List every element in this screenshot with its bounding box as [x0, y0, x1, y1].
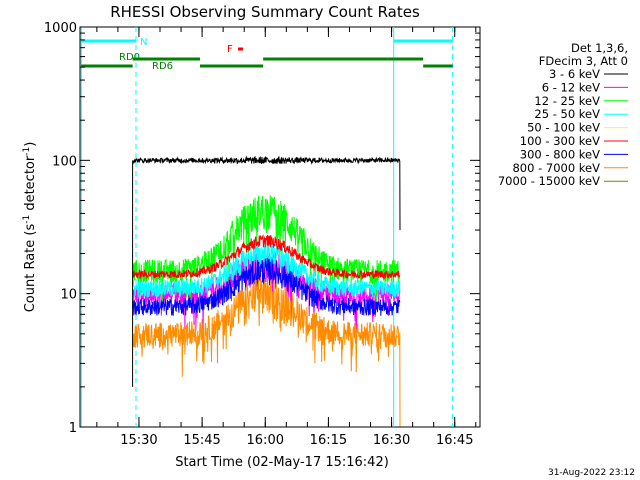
chart-title: RHESSI Observing Summary Count Rates [110, 3, 420, 21]
x-tick-label: 16:30 [373, 433, 410, 448]
legend-entry-label: 6 - 12 keV [542, 80, 600, 94]
series-line [132, 155, 401, 387]
x-axis-ticks: 15:30 15:45 16:00 16:15 16:30 16:45 [96, 27, 477, 448]
y-axis-label: Count Rate (s-1 detector-1) [22, 142, 38, 313]
y-axis-label-part: Count Rate (s [23, 224, 38, 313]
x-axis-label: Start Time (02-May-17 15:16:42) [175, 455, 389, 470]
legend-entry-label: 800 - 7000 keV [512, 161, 600, 175]
legend-entry-label: 300 - 800 keV [520, 147, 600, 161]
series-line [132, 258, 401, 316]
legend-header: Det 1,3,6, [571, 41, 628, 55]
y-tick-label: 1000 [44, 21, 77, 36]
footer-date: 31-Aug-2022 23:12 [548, 468, 635, 478]
x-tick-label: 16:00 [247, 433, 284, 448]
series-layer [132, 155, 401, 427]
x-tick-label: 15:45 [183, 433, 220, 448]
y-axis-ticks: 1 10 100 1000 [44, 21, 480, 436]
series-line [132, 195, 401, 307]
plot-border [79, 26, 481, 428]
y-axis-label-sup: -1 [22, 147, 32, 156]
legend-entry-label: 7000 - 15000 keV [498, 174, 600, 188]
rd6-label: RD6 [152, 61, 173, 72]
legend-entry-label: 12 - 25 keV [534, 94, 600, 108]
flare-label: F [227, 44, 233, 55]
y-tick-label: 1 [69, 421, 77, 436]
plot-frame [79, 26, 481, 428]
y-axis-label-part: ) [23, 142, 38, 147]
series-line [132, 234, 401, 281]
rd0-label: RD0 [119, 52, 140, 63]
legend-header: FDecim 3, Att 0 [539, 54, 628, 68]
x-tick-label: 15:30 [120, 433, 157, 448]
vertical-marker-lines [80, 27, 454, 427]
x-tick-label: 16:45 [436, 433, 473, 448]
y-axis-label-sup: -1 [22, 215, 32, 224]
legend-entry-label: 3 - 6 keV [549, 67, 600, 81]
x-tick-label: 16:15 [310, 433, 347, 448]
legend-entry-label: 25 - 50 keV [534, 107, 600, 121]
night-label: N [140, 37, 147, 48]
y-axis-label-part: detector [23, 155, 38, 215]
series-line [132, 277, 401, 427]
legend-entry-label: 100 - 300 keV [520, 134, 600, 148]
y-tick-label: 10 [60, 288, 77, 303]
y-tick-label: 100 [52, 154, 77, 169]
legend-entry-label: 50 - 100 keV [527, 121, 600, 135]
